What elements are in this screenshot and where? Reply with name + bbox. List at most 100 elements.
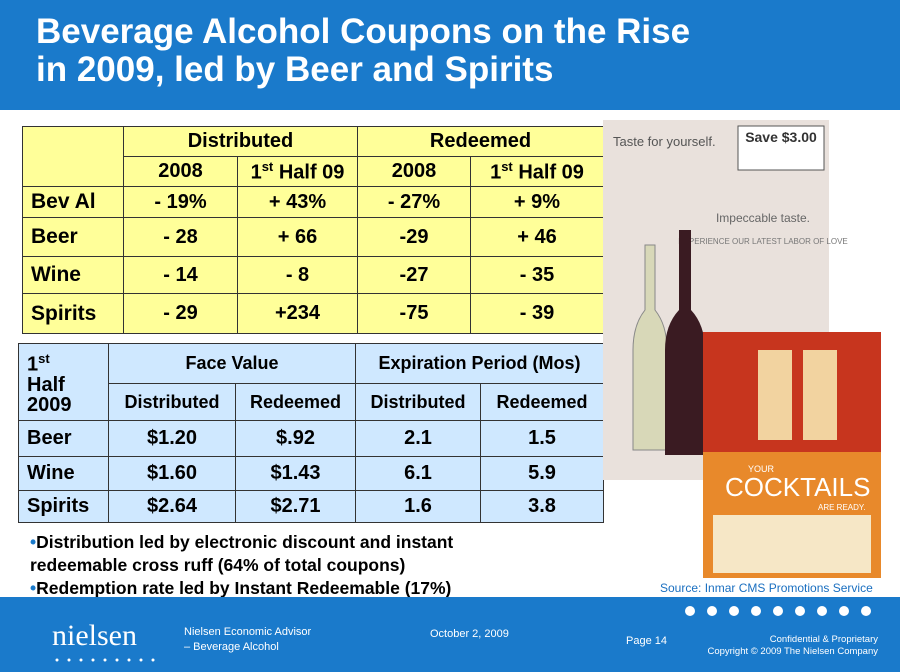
logo: nielsen	[52, 619, 137, 652]
title-line: Beverage Alcohol Coupons on the Rise	[36, 12, 691, 51]
coupon-text: COCKTAILS	[725, 472, 870, 502]
group-header: Distributed	[123, 126, 358, 157]
cell: Distributed	[355, 383, 481, 421]
source: Source: Inmar CMS Promotions Service	[660, 581, 873, 595]
data-row: Wine - 14- 8 -27- 35	[22, 256, 604, 294]
header: Beverage Alcohol Coupons on the Rise in …	[0, 0, 900, 110]
date: October 2, 2009	[430, 628, 509, 640]
group-header: Redeemed	[357, 126, 604, 157]
cell: Redeemed	[235, 383, 356, 421]
row-label: Wine	[22, 256, 124, 294]
cell: $1.20	[108, 420, 236, 457]
cell: Redeemed	[480, 383, 604, 421]
coupon-value-table: 1st Half 2009 Face Value Expiration Period (…	[18, 343, 604, 523]
page-number: Page 14	[626, 635, 667, 647]
row-label: Spirits	[22, 293, 124, 334]
row-label: Bev Al	[22, 186, 124, 218]
group-row: 1st Half 2009 Face Value Expiration Period (…	[18, 343, 604, 421]
dot-row	[685, 606, 871, 616]
data-row: Beer - 28 + 66 -29 + 46	[22, 217, 604, 257]
group-row: Distributed Redeemed	[22, 126, 604, 187]
logo-dots	[55, 658, 155, 662]
ordinal: 1	[250, 161, 262, 184]
row-label: Wine	[18, 456, 109, 491]
row-label: Beer	[18, 420, 109, 457]
advisor-line: Nielsen Economic Advisor	[184, 626, 312, 638]
coupon-text: Impeccable taste.	[716, 211, 810, 225]
cell: 2.1	[355, 420, 481, 457]
data-row: Wine $1.60 $1.43 6.1 5.9	[18, 456, 604, 491]
cell: + 66	[237, 217, 358, 257]
cell: $1.60	[108, 456, 236, 491]
confidential-line: Confidential & Proprietary	[769, 634, 878, 645]
data-row: Spirits - 29 +234 -75- 39	[22, 293, 604, 334]
coupon-text: Save $3.00	[745, 129, 817, 145]
ordinal: 1	[27, 353, 39, 376]
header-text: Half 09	[512, 161, 584, 184]
confidential: Confidential & Proprietary Copyright © 2…	[707, 634, 878, 658]
subheader-row: Distributed Redeemed Distributed Redeemed	[19, 383, 604, 421]
group-header: Expiration Period (Mos)	[355, 343, 604, 384]
cell: -27	[357, 256, 471, 294]
cell: - 19%	[123, 186, 238, 218]
cell: 6.1	[355, 456, 481, 491]
wine-bottle	[665, 230, 705, 455]
header-cell: 1st Half 09	[237, 156, 358, 187]
header-text: Half 09	[273, 161, 345, 184]
cell: +234	[237, 293, 358, 334]
advisor-line: – Beverage Alcohol	[184, 641, 279, 653]
liquor-bottle	[758, 350, 792, 440]
cell: 3.8	[480, 490, 604, 523]
bullet: Redemption rate led by Instant Redeemabl…	[30, 577, 550, 600]
cell: - 35	[470, 256, 604, 294]
cell: $2.71	[235, 490, 356, 523]
coupon-change-table: Distributed Redeemed 2008 1st Half 09 2008 1s…	[22, 126, 604, 334]
cell: $.92	[235, 420, 356, 457]
cell: $1.43	[235, 456, 356, 491]
cell: $2.64	[108, 490, 236, 523]
header-text: Half	[27, 373, 65, 396]
data-row: Spirits $2.64 $2.71 1.6 3.8	[18, 490, 604, 523]
footer: nielsen Nielsen Economic Advisor – Bever…	[0, 597, 900, 672]
coupon-form	[713, 515, 871, 573]
coupon-text: ARE READY.	[818, 503, 865, 512]
liquor-bottle	[803, 350, 837, 440]
ordinal-suffix: st	[261, 158, 274, 174]
coupon-images: Taste for yourself. Save $3.00 Impeccabl…	[603, 120, 881, 578]
bullets: Distribution led by electronic discount …	[30, 531, 550, 600]
cell: + 43%	[237, 186, 358, 218]
cell: - 29	[123, 293, 238, 334]
cell: 5.9	[480, 456, 604, 491]
ordinal: 1	[490, 161, 502, 184]
advisor: Nielsen Economic Advisor – Beverage Alco…	[184, 625, 311, 655]
cell: 2008	[123, 156, 238, 187]
cell: - 39	[470, 293, 604, 334]
data-row: Beer $1.20 $.92 2.1 1.5	[18, 420, 604, 457]
ordinal-suffix: st	[38, 351, 50, 367]
row-label: Beer	[22, 217, 124, 257]
cell: 1.5	[480, 420, 604, 457]
cell: + 46	[470, 217, 604, 257]
cell: 2008	[357, 156, 471, 187]
coupon-text: YOUR	[748, 464, 775, 474]
cell: - 8	[237, 256, 358, 294]
header-cell: 1st Half 2009	[18, 343, 109, 421]
header-text: 2009	[27, 393, 72, 416]
group-header: Face Value	[108, 343, 356, 384]
cell: Distributed	[108, 383, 236, 421]
cell: - 14	[123, 256, 238, 294]
coupon-text: Taste for yourself.	[613, 134, 716, 149]
coupon-box	[737, 125, 825, 171]
cell: - 28	[123, 217, 238, 257]
data-row: Bev Al - 19% + 43% - 27% + 9%	[22, 186, 604, 218]
title-line: in 2009, led by Beer and Spirits	[36, 50, 554, 89]
confidential-line: Copyright © 2009 The Nielsen Company	[707, 646, 878, 657]
cell: + 9%	[470, 186, 604, 218]
header-cell: 1st Half 09	[470, 156, 604, 187]
bullet: Distribution led by electronic discount …	[30, 531, 550, 577]
corner-cell	[22, 126, 124, 187]
row-label: Spirits	[18, 490, 109, 523]
ordinal-suffix: st	[501, 158, 513, 174]
cell: 1.6	[355, 490, 481, 523]
cell: -75	[357, 293, 471, 334]
